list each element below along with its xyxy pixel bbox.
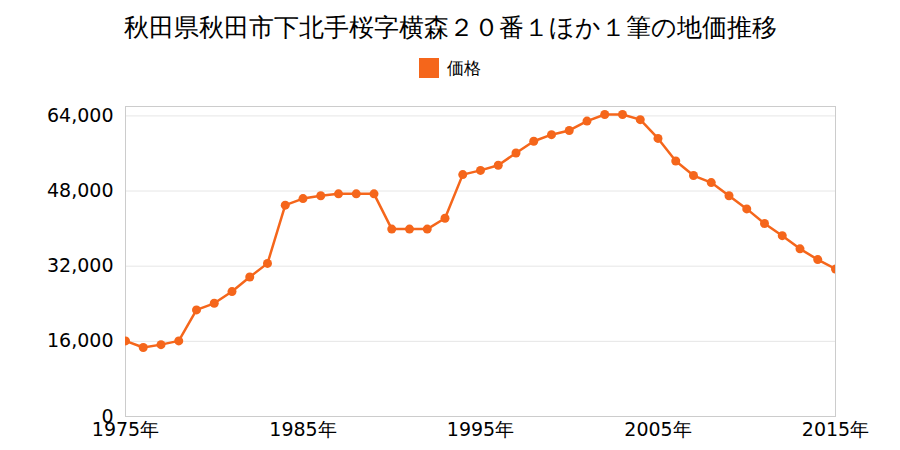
html-text:価格: 価格 (447, 57, 481, 78)
svg-text:32,000: 32,000 (47, 254, 113, 276)
html-text:秋田県秋田市下北手桜字横森２０番１ほか１筆の地価推移: 秋田県秋田市下北手桜字横森２０番１ほか１筆の地価推移 (123, 13, 777, 42)
svg-text:0: 0 (101, 404, 114, 427)
svg-text:48,000: 48,000 (47, 179, 113, 201)
svg-text:1975年: 1975年 (92, 418, 159, 440)
svg-text:2015年: 2015年 (802, 418, 869, 440)
svg-text:1995年: 1995年 (447, 418, 514, 440)
svg-text:16,000: 16,000 (47, 329, 113, 351)
svg-text:64,000: 64,000 (47, 104, 113, 126)
svg-text:2005年: 2005年 (624, 418, 691, 440)
svg-text:1985年: 1985年 (269, 418, 336, 440)
